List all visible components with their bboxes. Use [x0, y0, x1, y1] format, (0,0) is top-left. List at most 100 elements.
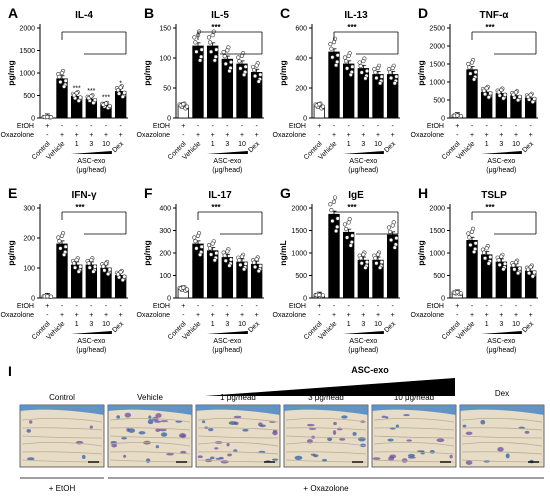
oxazolone-cell: + — [376, 312, 380, 319]
oxazolone-cell: + — [499, 312, 503, 319]
data-point — [317, 102, 322, 107]
stained-cell — [308, 427, 317, 431]
tissue-background — [459, 404, 545, 468]
stained-cell — [197, 455, 203, 458]
data-point — [329, 208, 334, 213]
histology-label: Dex — [495, 389, 509, 398]
dose-unit: (μg/head) — [348, 167, 378, 174]
stained-cell — [465, 460, 473, 465]
y-tick-label: 2500 — [429, 26, 445, 33]
y-tick-label: 400 — [295, 56, 307, 63]
dose-wedge — [342, 151, 384, 154]
data-point — [496, 258, 501, 263]
oxazolone-cell: + — [470, 312, 474, 319]
data-point — [344, 235, 350, 240]
data-point — [499, 87, 504, 92]
oxazolone-cell: + — [332, 312, 336, 319]
data-point — [212, 258, 217, 263]
data-point — [184, 104, 190, 109]
collagen-fiber — [285, 435, 367, 439]
data-point — [482, 256, 488, 261]
bar-3 — [357, 259, 370, 299]
etoh-cell: + — [317, 303, 321, 310]
stained-cell — [465, 431, 473, 435]
data-point — [256, 79, 261, 84]
y-axis-label: pg/mg — [416, 60, 426, 86]
oxazolone-cell: + — [119, 132, 123, 139]
x-tick-label: Dex — [383, 320, 397, 334]
collagen-fiber — [373, 442, 455, 447]
data-point — [252, 264, 258, 270]
collagen-fiber — [461, 418, 543, 423]
data-point — [513, 90, 519, 95]
oxazolone-cell: + — [89, 312, 93, 319]
x-tick-label: 10 — [238, 141, 246, 148]
data-point — [199, 54, 204, 59]
etoh-cell: - — [197, 303, 200, 310]
stained-cell — [294, 455, 303, 460]
y-axis-label: pg/mg — [278, 60, 288, 86]
data-point — [502, 92, 508, 97]
row-label-etoh: EtOH — [17, 123, 34, 130]
stained-cell — [81, 454, 86, 460]
data-point — [472, 249, 477, 255]
collagen-fiber — [285, 451, 367, 455]
stained-cell — [155, 428, 161, 432]
data-point — [63, 78, 68, 83]
data-point — [342, 222, 348, 227]
data-point — [116, 91, 122, 96]
data-point — [392, 245, 397, 250]
chart-title: IL-17 — [208, 190, 232, 201]
oxazolone-cell: - — [46, 312, 49, 319]
data-point — [194, 49, 199, 54]
oxazolone-cell: + — [347, 132, 351, 139]
data-point — [45, 114, 50, 120]
bracket-significance: *** — [211, 23, 221, 32]
stained-cell — [166, 452, 174, 456]
oxazolone-cell: + — [104, 312, 108, 319]
x-tick-label: 10 — [102, 321, 110, 328]
oxazolone-cell: + — [347, 312, 351, 319]
data-point — [350, 64, 355, 69]
row-label-oxazolone: Oxazolone — [411, 132, 445, 139]
data-point — [254, 63, 259, 68]
row-label-etoh: EtOH — [427, 123, 444, 130]
collagen-fiber — [461, 442, 543, 447]
data-point — [76, 98, 81, 103]
stained-cell — [233, 449, 238, 453]
oxazolone-cell: - — [318, 312, 321, 319]
collagen-fiber — [373, 427, 455, 431]
etoh-cell: - — [515, 123, 518, 130]
etoh-cell: - — [61, 303, 64, 310]
x-tick-label: 1 — [211, 141, 215, 148]
y-tick-label: 500 — [23, 93, 35, 100]
data-point — [223, 61, 228, 67]
x-tick-label: 3 — [361, 141, 365, 148]
significance-mark: *** — [87, 88, 95, 95]
oxazolone-cell: + — [60, 132, 64, 139]
stained-cell — [210, 456, 215, 460]
data-point — [221, 50, 226, 55]
collagen-fiber — [285, 427, 367, 431]
data-point — [512, 267, 517, 272]
stained-cell — [242, 428, 249, 432]
collagen-fiber — [197, 427, 279, 431]
stained-cell — [257, 422, 263, 427]
y-tick-label: 2000 — [291, 206, 307, 213]
oxazolone-cell: + — [529, 312, 533, 319]
dose-label: ASC-exo — [349, 158, 377, 165]
data-point — [488, 91, 493, 96]
stained-cell — [202, 420, 206, 424]
dose-label: ASC-exo — [349, 338, 377, 345]
oxazolone-cell: + — [376, 132, 380, 139]
data-point — [213, 54, 218, 59]
x-tick-label: 10 — [512, 141, 520, 148]
y-tick-label: 400 — [159, 206, 171, 213]
row-label-oxazolone: Oxazolone — [273, 312, 307, 319]
x-tick-label: 10 — [102, 141, 110, 148]
row-label-oxazolone: Oxazolone — [1, 132, 35, 139]
y-tick-label: 0 — [167, 296, 171, 303]
stained-cell — [27, 457, 35, 461]
stained-cell — [123, 454, 127, 458]
collagen-fiber — [285, 418, 367, 423]
